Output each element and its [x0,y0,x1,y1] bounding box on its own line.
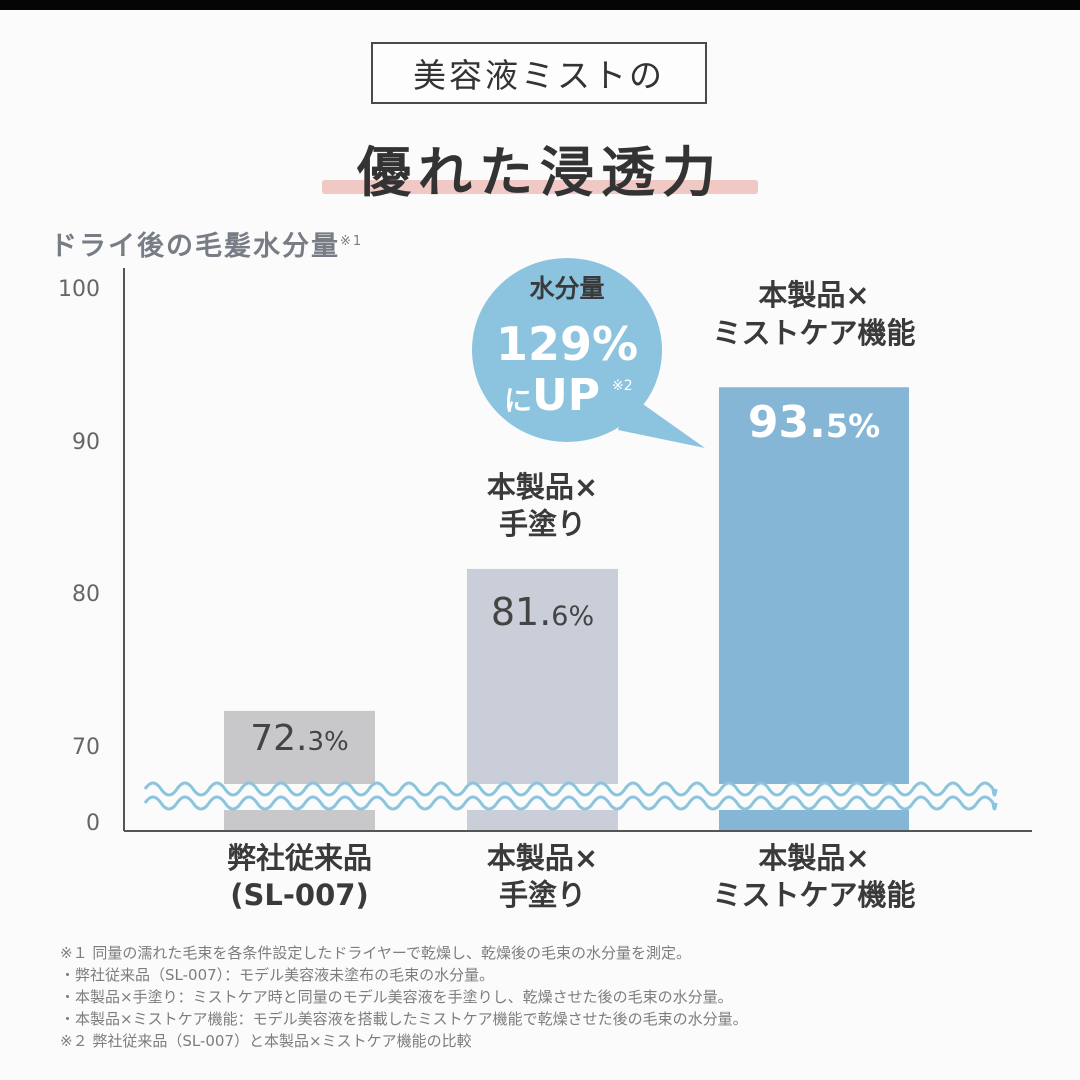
y-tick-label: 70 [72,735,100,760]
page-title: 優れた浸透力 [357,141,723,204]
bar-value-label: 81.6% [491,590,594,634]
y-tick-label: 90 [72,430,100,455]
x-category-label: 弊社従来品 [227,841,372,875]
bar-top-label: 本製品× [487,470,598,504]
x-category-label: 本製品× [758,841,869,875]
callout-line1: 水分量 [529,274,604,303]
top-bar [0,0,1080,10]
callout-line3: にUP [504,370,600,421]
bar [719,387,909,830]
bar-top-label: 手塗り [499,507,586,541]
footnote: ・弊社従来品（SL-007）：モデル美容液未塗布の毛束の水分量。 [60,966,495,984]
bar-value-label: 93.5% [748,397,880,448]
x-category-label: 本製品× [487,841,598,875]
footnote: ・本製品×ミストケア機能：モデル美容液を搭載したミストケア機能で乾燥させた後の毛… [60,1010,748,1028]
callout-note: ※2 [612,378,633,394]
y-tick-label: 0 [86,811,100,836]
axis-break-wave [143,781,998,797]
bar [224,710,375,830]
headline-underline [322,180,758,194]
x-category-label: ミストケア機能 [712,878,915,912]
footnote: ※２ 弊社従来品（SL-007）と本製品×ミストケア機能の比較 [60,1032,472,1050]
footnote: ・本製品×手塗り：ミストケア時と同量のモデル美容液を手塗りし、乾燥させた後の毛束… [60,988,733,1006]
y-axis-title-text: ドライ後の毛髪水分量 [50,231,340,262]
axis-break-wave [143,795,998,811]
y-axis-title: ドライ後の毛髪水分量※1 [50,224,363,263]
y-axis-title-note: ※1 [340,234,364,249]
callout-line2: 129% [496,317,638,371]
y-tick-label: 100 [58,277,100,302]
bar-top-label: ミストケア機能 [712,316,915,350]
callout-bubble [472,258,662,442]
bar-top-label: 本製品× [758,278,869,312]
x-category-label: (SL-007) [230,878,368,912]
footnote: ※１ 同量の濡れた毛束を各条件設定したドライヤーで乾燥し、乾燥後の毛束の水分量を… [60,944,691,962]
x-category-label: 手塗り [499,878,586,912]
y-tick-label: 80 [72,582,100,607]
header-badge: 美容液ミストの [371,42,707,104]
bar-value-label: 72.3% [250,718,349,759]
footnotes: ※１ 同量の濡れた毛束を各条件設定したドライヤーで乾燥し、乾燥後の毛束の水分量を… [60,942,1040,1052]
